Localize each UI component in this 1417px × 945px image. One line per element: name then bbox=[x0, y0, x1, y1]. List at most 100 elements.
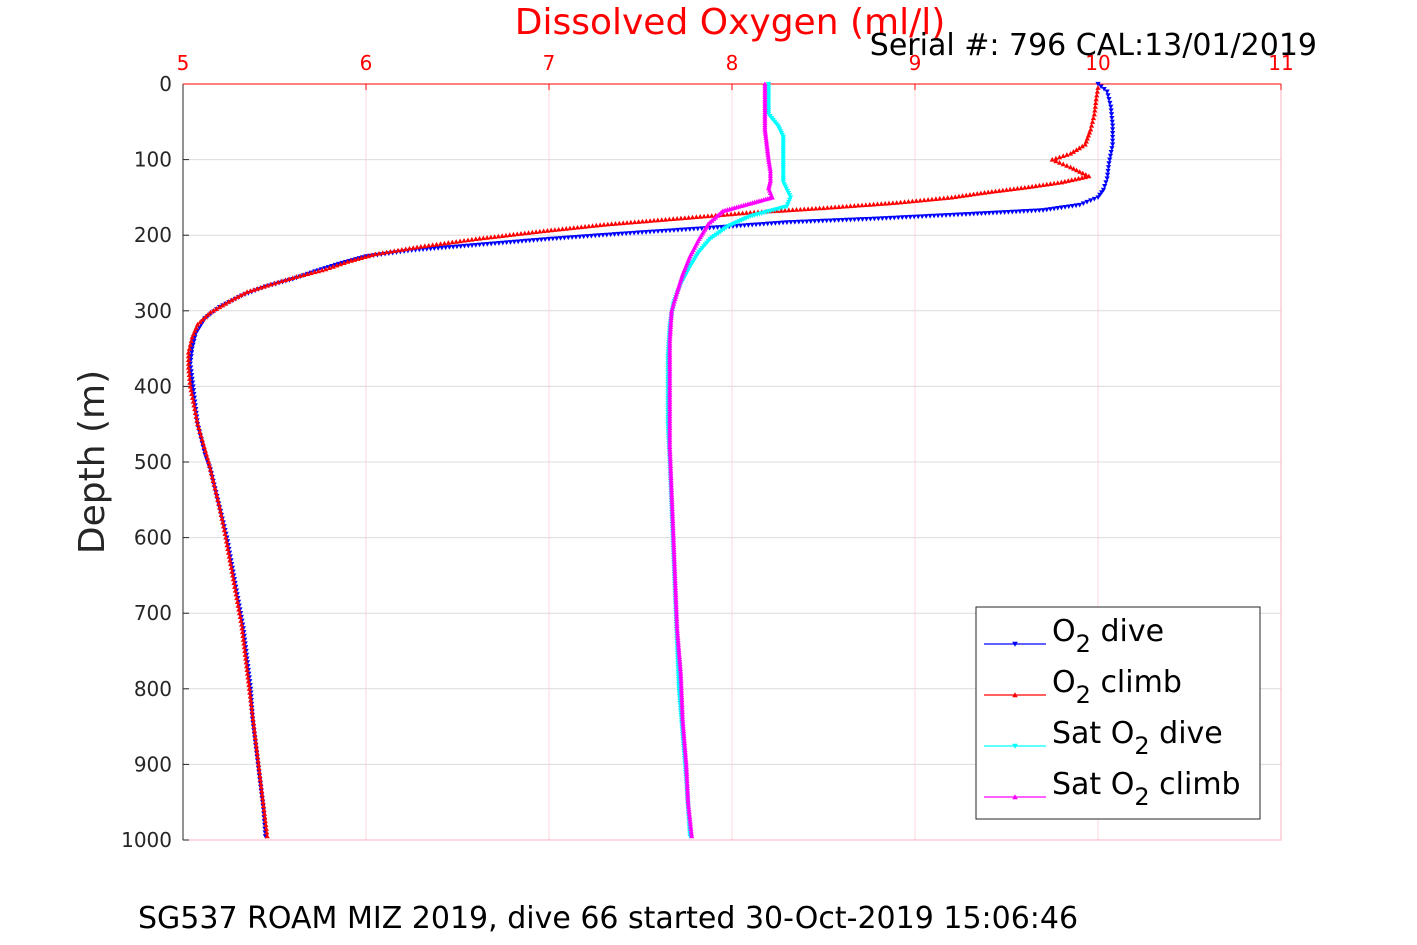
data-point bbox=[628, 219, 634, 225]
data-point bbox=[763, 135, 769, 141]
data-point bbox=[762, 128, 768, 134]
data-point bbox=[507, 240, 514, 245]
data-point bbox=[282, 277, 289, 283]
data-point bbox=[194, 417, 200, 423]
data-point bbox=[441, 240, 448, 246]
data-point bbox=[220, 519, 226, 525]
data-point bbox=[847, 217, 854, 223]
data-point bbox=[763, 137, 769, 143]
data-point bbox=[672, 575, 678, 581]
data-point bbox=[230, 572, 236, 578]
data-point bbox=[639, 230, 645, 235]
data-point bbox=[1064, 163, 1070, 168]
data-point bbox=[804, 219, 810, 225]
data-point bbox=[675, 640, 681, 645]
data-point bbox=[667, 420, 673, 426]
data-point bbox=[492, 234, 498, 239]
data-point bbox=[687, 819, 693, 824]
data-point bbox=[1079, 143, 1085, 149]
data-point bbox=[264, 829, 270, 835]
data-point bbox=[457, 238, 463, 244]
data-point bbox=[208, 470, 214, 476]
data-point bbox=[681, 733, 687, 738]
data-point bbox=[695, 226, 701, 232]
data-point bbox=[685, 797, 691, 802]
legend-marker bbox=[1012, 794, 1018, 800]
data-point bbox=[1055, 206, 1061, 211]
data-point bbox=[790, 207, 796, 212]
data-point bbox=[667, 368, 673, 374]
data-point bbox=[271, 280, 278, 286]
data-point bbox=[673, 592, 679, 597]
data-point bbox=[592, 233, 598, 239]
data-point bbox=[663, 228, 669, 234]
data-point bbox=[1093, 96, 1099, 102]
data-point bbox=[768, 221, 775, 227]
data-point bbox=[236, 606, 242, 612]
data-point bbox=[691, 226, 697, 232]
data-point bbox=[767, 170, 774, 176]
data-point bbox=[766, 157, 772, 162]
data-point bbox=[185, 361, 192, 366]
data-point bbox=[963, 192, 969, 198]
data-point bbox=[593, 222, 599, 228]
data-point bbox=[686, 806, 692, 812]
data-point bbox=[670, 532, 676, 538]
data-point bbox=[351, 257, 358, 262]
data-point bbox=[530, 238, 537, 243]
data-point bbox=[1098, 84, 1104, 90]
data-point bbox=[1040, 182, 1046, 188]
data-point bbox=[514, 231, 520, 237]
data-point bbox=[820, 205, 827, 211]
x-tick-label: 8 bbox=[726, 51, 739, 75]
data-point bbox=[832, 218, 838, 223]
data-point bbox=[232, 584, 238, 589]
data-point bbox=[709, 213, 715, 218]
data-point bbox=[383, 249, 390, 255]
data-point bbox=[686, 215, 692, 220]
data-point bbox=[232, 587, 238, 593]
data-point bbox=[975, 211, 981, 217]
data-point bbox=[635, 230, 641, 236]
data-point bbox=[230, 576, 236, 582]
data-point bbox=[304, 271, 311, 277]
data-point bbox=[669, 511, 676, 516]
data-point bbox=[674, 618, 680, 624]
data-point bbox=[757, 222, 763, 227]
data-point bbox=[191, 338, 197, 344]
data-point bbox=[202, 448, 208, 453]
data-point bbox=[662, 216, 669, 222]
data-point bbox=[671, 563, 678, 569]
data-point bbox=[533, 229, 539, 234]
data-point bbox=[254, 750, 260, 756]
data-point bbox=[1083, 172, 1089, 177]
data-point bbox=[678, 675, 684, 681]
data-point bbox=[217, 508, 223, 514]
data-point bbox=[667, 439, 673, 445]
data-point bbox=[238, 292, 244, 298]
data-point bbox=[933, 196, 939, 201]
data-point bbox=[1091, 111, 1097, 117]
data-point bbox=[947, 212, 953, 218]
data-point bbox=[235, 603, 241, 608]
data-point bbox=[683, 761, 689, 767]
data-point bbox=[492, 241, 498, 247]
data-point bbox=[426, 242, 432, 248]
data-point bbox=[399, 247, 405, 252]
data-point bbox=[1095, 81, 1101, 87]
data-point bbox=[213, 489, 219, 495]
data-point bbox=[667, 430, 673, 435]
data-point bbox=[959, 193, 966, 198]
data-point bbox=[231, 580, 237, 586]
data-point bbox=[668, 475, 674, 480]
data-point bbox=[903, 215, 909, 220]
data-point bbox=[188, 354, 194, 359]
data-point bbox=[670, 530, 676, 535]
data-point bbox=[581, 234, 587, 240]
data-point bbox=[763, 133, 769, 138]
data-point bbox=[684, 771, 690, 776]
data-point bbox=[541, 228, 547, 234]
data-point bbox=[828, 204, 834, 210]
data-point bbox=[228, 565, 234, 570]
data-point bbox=[685, 794, 691, 800]
